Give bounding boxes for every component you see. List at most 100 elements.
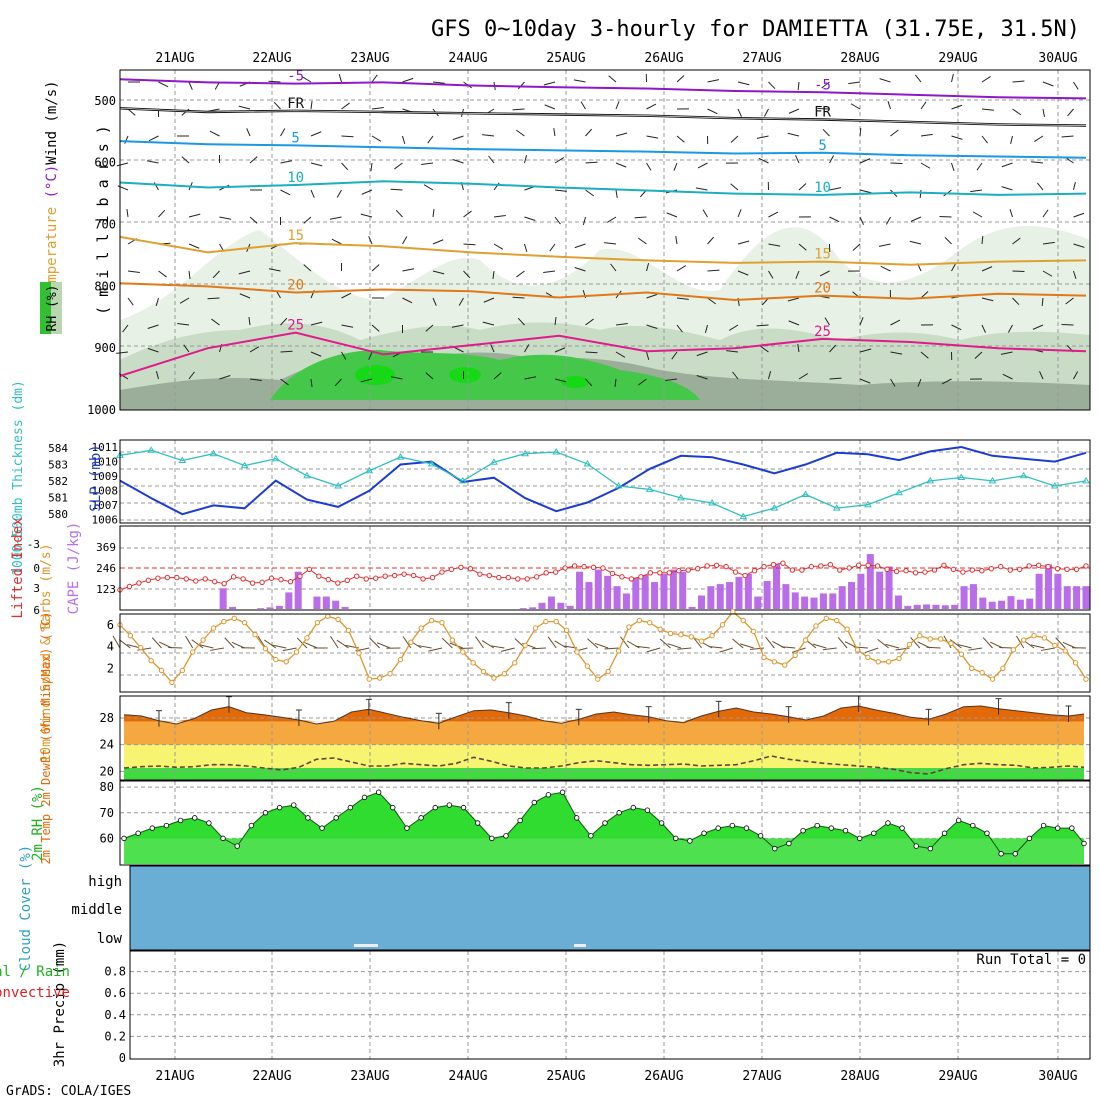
- li-line-marker: [325, 576, 332, 583]
- thickness-line-marker: [521, 449, 529, 457]
- wind-barb: [1073, 371, 1079, 380]
- wind-barb: [427, 135, 434, 144]
- wind-barb: [207, 297, 220, 300]
- wind10m-line-marker: [418, 625, 424, 631]
- wind-barb: [310, 351, 322, 357]
- isotherm-label: -5: [287, 69, 304, 85]
- rh2m-marker: [503, 833, 509, 839]
- wind10m-line-marker: [948, 640, 954, 647]
- slp-right-label: SLP (mb): [88, 444, 104, 511]
- wind-barb: [981, 235, 984, 245]
- wind10m-line-marker: [397, 656, 404, 663]
- wind10m-line-marker: [283, 659, 289, 665]
- li-tick: -3: [27, 538, 40, 551]
- wind-barb: [188, 213, 201, 218]
- wind-barb: [574, 243, 586, 249]
- wind-barb: [155, 370, 159, 380]
- wind-barb: [239, 293, 251, 299]
- wind-barb: [341, 102, 350, 110]
- wind-barb: [944, 236, 952, 245]
- rh2m-marker: [135, 830, 141, 836]
- rh2m-marker: [418, 815, 424, 821]
- wind-barb: [880, 265, 891, 272]
- wind-barb: [395, 209, 403, 218]
- wind-barb: [280, 378, 289, 386]
- wind10m-line-marker: [1062, 648, 1068, 654]
- wind-barb: [981, 324, 986, 333]
- wind-barb: [970, 189, 983, 193]
- wind-barb: [737, 209, 742, 218]
- isotherm-label: -5: [814, 77, 831, 93]
- wind-barb: [951, 135, 963, 140]
- wind-barb: [676, 135, 685, 143]
- li-line-marker: [543, 570, 549, 576]
- cape-bar: [866, 554, 874, 609]
- cape-bar: [744, 573, 752, 609]
- wind10m-line-marker: [169, 679, 175, 686]
- wind10m-line-marker: [553, 618, 559, 625]
- wind10m-line-marker: [480, 668, 487, 675]
- wind-barb: [646, 135, 659, 139]
- rh2m-marker: [743, 825, 750, 831]
- bottom-date-label: 25AUG: [546, 1069, 585, 1084]
- wind-barb: [488, 155, 495, 164]
- li-tick: 6: [33, 604, 40, 617]
- wind-barb: [361, 189, 373, 195]
- slp-frame: [119, 439, 1091, 524]
- slp-tick: 1006: [92, 514, 119, 527]
- wind10m-line-marker: [449, 637, 456, 643]
- cape-bar: [754, 596, 762, 609]
- li-line-marker: [723, 563, 729, 570]
- rh2m-marker: [588, 833, 594, 839]
- wind-barb: [310, 162, 323, 167]
- wind-barb: [452, 135, 464, 141]
- thickness-line-marker: [926, 476, 935, 484]
- wind-barb: [370, 162, 373, 172]
- wind10m-barb: [296, 637, 308, 649]
- wind-barb: [371, 135, 382, 142]
- li-line-marker: [382, 573, 388, 579]
- wind-barb: [303, 216, 312, 224]
- cape-bar: [529, 607, 537, 609]
- li-line-marker: [126, 583, 133, 590]
- wind-barb: [768, 270, 774, 279]
- wind-barb: [116, 351, 129, 354]
- li-line-marker: [249, 580, 256, 586]
- rh2m-marker: [192, 815, 198, 821]
- li-line-marker: [1017, 566, 1023, 573]
- li-line-marker: [827, 561, 833, 568]
- wind10m-line-marker: [688, 634, 694, 640]
- thickness-line-marker: [583, 459, 592, 467]
- wind10m-barb: [719, 647, 733, 653]
- rh2m-marker: [517, 817, 523, 824]
- top-date-label: 30AUG: [1038, 51, 1077, 66]
- li-line-marker: [865, 562, 871, 568]
- wind-barb: [859, 158, 871, 164]
- wind10m-barb: [209, 647, 224, 651]
- isotherm-label: 25: [814, 324, 831, 340]
- rh2m-marker: [474, 820, 481, 826]
- wind10m-line-marker: [823, 615, 830, 622]
- rh-shade-green-core: [561, 376, 589, 388]
- wind-barb: [1042, 270, 1053, 277]
- wind10m-barb: [708, 646, 723, 649]
- wind10m-barb: [877, 638, 889, 649]
- rh2m-marker: [602, 820, 608, 826]
- wind-barb: [909, 240, 922, 245]
- cape-bar: [313, 596, 321, 609]
- isotherm-label: 5: [818, 138, 826, 154]
- cape-bar: [960, 586, 968, 609]
- wind10m-barb: [895, 647, 910, 651]
- cape-bar: [726, 582, 734, 609]
- wind10m-barb: [336, 639, 349, 649]
- isotherm-line: [119, 108, 1087, 126]
- wind10m-tick: 2: [107, 661, 114, 675]
- li-line-marker: [306, 566, 313, 573]
- li-line-marker: [1035, 562, 1042, 568]
- cape-bar: [810, 597, 818, 609]
- wind-barb: [917, 378, 922, 387]
- wind-barb: [554, 157, 565, 164]
- wind-barb: [482, 134, 495, 137]
- rh2m-marker: [248, 822, 255, 829]
- wind10m-barb: [781, 646, 796, 649]
